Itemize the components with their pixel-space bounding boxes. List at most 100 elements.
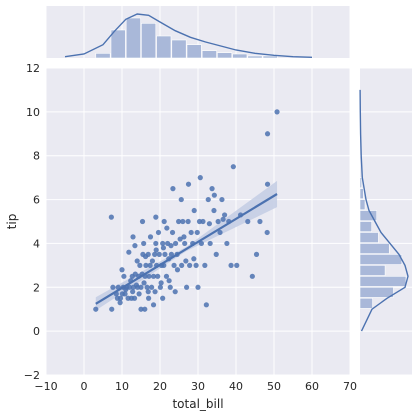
scatter-point (209, 186, 215, 192)
joint-scatter-panel: −10 0 10 20 30 40 50 60 70 −2 0 2 4 6 8 10 12 (24, 62, 357, 393)
scatter-point (155, 273, 161, 279)
scatter-point (160, 240, 166, 247)
scatter-point (153, 240, 159, 247)
marginal-y-bar (359, 286, 394, 298)
scatter-point (176, 218, 182, 225)
x-tick-label: 70 (343, 380, 357, 393)
scatter-point (136, 291, 142, 297)
scatter-point (153, 214, 159, 220)
scatter-point (203, 302, 209, 308)
scatter-point (149, 258, 155, 264)
scatter-point (119, 267, 125, 273)
scatter-point (152, 251, 158, 257)
scatter-point (207, 240, 213, 247)
scatter-point (167, 284, 173, 290)
scatter-point (228, 262, 234, 268)
y-tick-label: 2 (33, 281, 40, 294)
scatter-point (108, 214, 114, 220)
marginal-x-bar (262, 55, 278, 59)
marginal-x-bar (110, 29, 126, 59)
scatter-point (188, 229, 194, 236)
scatter-point (205, 196, 211, 203)
y-tick-label: −2 (24, 369, 40, 382)
scatter-point (147, 234, 154, 240)
scatter-point (234, 262, 240, 268)
scatter-point (230, 164, 236, 170)
x-tick-label: 10 (115, 380, 129, 393)
marginal-x-panel (45, 6, 351, 59)
y-tick-label: 6 (33, 194, 40, 207)
scatter-point (211, 192, 217, 198)
scatter-point (164, 225, 170, 231)
scatter-point (127, 284, 133, 290)
scatter-point (172, 289, 178, 295)
scatter-point (123, 286, 129, 293)
scatter-point (168, 251, 174, 257)
scatter-point (191, 256, 197, 262)
marginal-x-bar (125, 17, 141, 59)
scatter-point (130, 234, 136, 240)
x-tick-label: 0 (81, 380, 88, 393)
marginal-x-bar (186, 44, 202, 59)
marginal-x-bar (201, 50, 217, 59)
marginal-x-bar (141, 23, 157, 59)
scatter-point (191, 207, 197, 214)
scatter-point (185, 218, 191, 225)
scatter-point (163, 273, 170, 279)
scatter-point (137, 262, 143, 268)
marginal-x-kde-line (64, 13, 313, 58)
y-tick-label: 4 (33, 237, 40, 250)
scatter-point (142, 253, 149, 260)
scatter-point (264, 181, 271, 187)
scatter-point (168, 243, 174, 249)
scatter-point (153, 247, 159, 253)
scatter-point (150, 273, 157, 279)
scatter-point (109, 306, 115, 312)
regression-confidence-band (95, 180, 278, 311)
scatter-point (132, 243, 138, 249)
scatter-point (138, 284, 144, 290)
scatter-point (200, 218, 206, 225)
y-tick-label: 10 (26, 106, 40, 119)
scatter-point (126, 249, 132, 255)
scatter-point (194, 229, 200, 236)
scatter-point (170, 186, 176, 192)
scatter-point (125, 295, 131, 301)
scatter-point (202, 262, 208, 268)
scatter-point (172, 240, 179, 247)
marginal-x-bar (156, 35, 172, 59)
scatter-point (181, 234, 187, 240)
scatter-point (264, 131, 271, 137)
scatter-point (174, 267, 181, 273)
scatter-point (117, 300, 123, 306)
scatter-point (122, 291, 128, 297)
scatter-point (219, 196, 225, 203)
marginal-y-bar (359, 265, 386, 276)
marginal-y-kde-line (359, 89, 409, 332)
x-tick-label: 40 (229, 380, 243, 393)
y-axis-label: tip (5, 214, 19, 230)
scatter-point (160, 295, 166, 301)
scatter-point (187, 262, 193, 268)
scatter-point (158, 280, 164, 286)
scatter-point (166, 278, 172, 284)
marginal-y-bar (359, 297, 373, 309)
scatter-point (138, 306, 144, 312)
scatter-point (213, 251, 219, 257)
scatter-point (264, 229, 270, 236)
scatter-point (197, 175, 203, 181)
scatter-point (141, 240, 147, 247)
scatter-point (139, 218, 146, 225)
scatter-point (224, 240, 230, 247)
x-tick-label: −10 (34, 380, 57, 393)
scatter-point (169, 229, 176, 236)
scatter-point (141, 280, 147, 286)
scatter-point (215, 218, 221, 225)
scatter-point (152, 289, 158, 295)
scatter-point (257, 218, 263, 225)
scatter-point (157, 284, 163, 290)
scatter-point (160, 245, 167, 251)
x-tick-label: 20 (153, 380, 167, 393)
scatter-point (146, 295, 152, 301)
marginal-x-bar (217, 52, 233, 59)
